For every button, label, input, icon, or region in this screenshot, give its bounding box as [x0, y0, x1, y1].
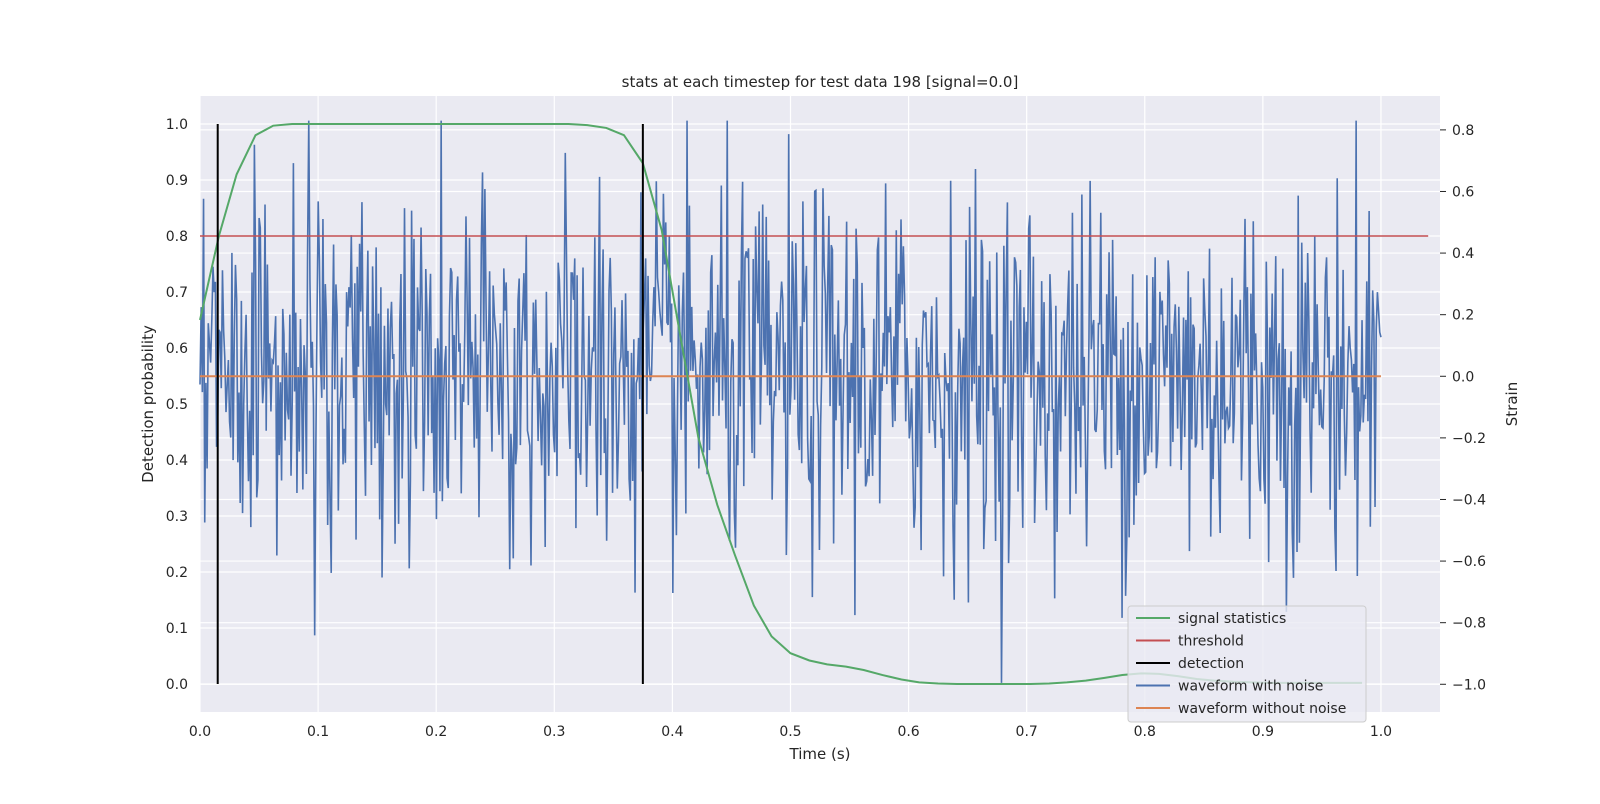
x-tick-label: 0.9 [1252, 724, 1274, 740]
legend-box [1127, 605, 1367, 723]
x-axis-label: Time (s) [789, 745, 851, 763]
y-right-tick-label: 0.6 [1452, 184, 1474, 200]
y-right-tick-label: −1.0 [1452, 677, 1486, 693]
y-tick-label: 0.7 [166, 285, 188, 301]
x-tick-label: 0.7 [1016, 724, 1038, 740]
y-right-axis-label: Strain [1503, 382, 1521, 426]
y-right-tick-label: 0.8 [1452, 123, 1474, 139]
x-tick-label: 0.3 [543, 724, 565, 740]
y-tick-label: 0.9 [166, 173, 188, 189]
legend-label: signal statistics [1178, 611, 1286, 627]
y-tick-label: 0.4 [166, 453, 188, 469]
y-axis-label: Detection probability [139, 325, 157, 483]
x-tick-label: 0.4 [661, 724, 683, 740]
legend-label: detection [1178, 656, 1244, 672]
y-tick-label: 0.0 [166, 677, 188, 693]
x-tick-label: 0.8 [1134, 724, 1156, 740]
y-tick-label: 0.2 [166, 565, 188, 581]
legend-label: threshold [1178, 634, 1244, 650]
y-right-tick-label: 0.0 [1452, 369, 1474, 385]
legend: signal statistics threshold detection wavef… [1127, 605, 1367, 723]
x-tick-label: 1.0 [1370, 724, 1392, 740]
y-tick-label: 0.5 [166, 397, 188, 413]
x-tick-label: 0.1 [307, 724, 329, 740]
x-tick-label: 0.6 [897, 724, 919, 740]
y-right-tick-label: −0.2 [1452, 431, 1486, 447]
legend-label: waveform with noise [1178, 679, 1323, 695]
y-right-tick-label: 0.2 [1452, 308, 1474, 324]
x-tick-label: 0.0 [189, 724, 211, 740]
y-right-tick-label: 0.4 [1452, 246, 1474, 262]
legend-label: waveform without noise [1178, 701, 1346, 717]
y-tick-label: 1.0 [166, 117, 188, 133]
y-tick-label: 0.8 [166, 229, 188, 245]
y-right-tick-label: −0.6 [1452, 554, 1486, 570]
y-tick-label: 0.6 [166, 341, 188, 357]
axes: 0.0 0.1 0.2 0.3 0.4 0.5 0.6 0.7 0.8 0.9 1.0 0.0 0.1 0… [166, 117, 1486, 740]
y-tick-label: 0.1 [166, 621, 188, 637]
y-right-tick-label: −0.8 [1452, 616, 1486, 632]
y-tick-label: 0.3 [166, 509, 188, 525]
chart-title: stats at each timestep for test data 198… [622, 73, 1019, 91]
x-tick-label: 0.2 [425, 724, 447, 740]
y-right-tick-label: −0.4 [1452, 492, 1486, 508]
x-tick-label: 0.5 [779, 724, 801, 740]
